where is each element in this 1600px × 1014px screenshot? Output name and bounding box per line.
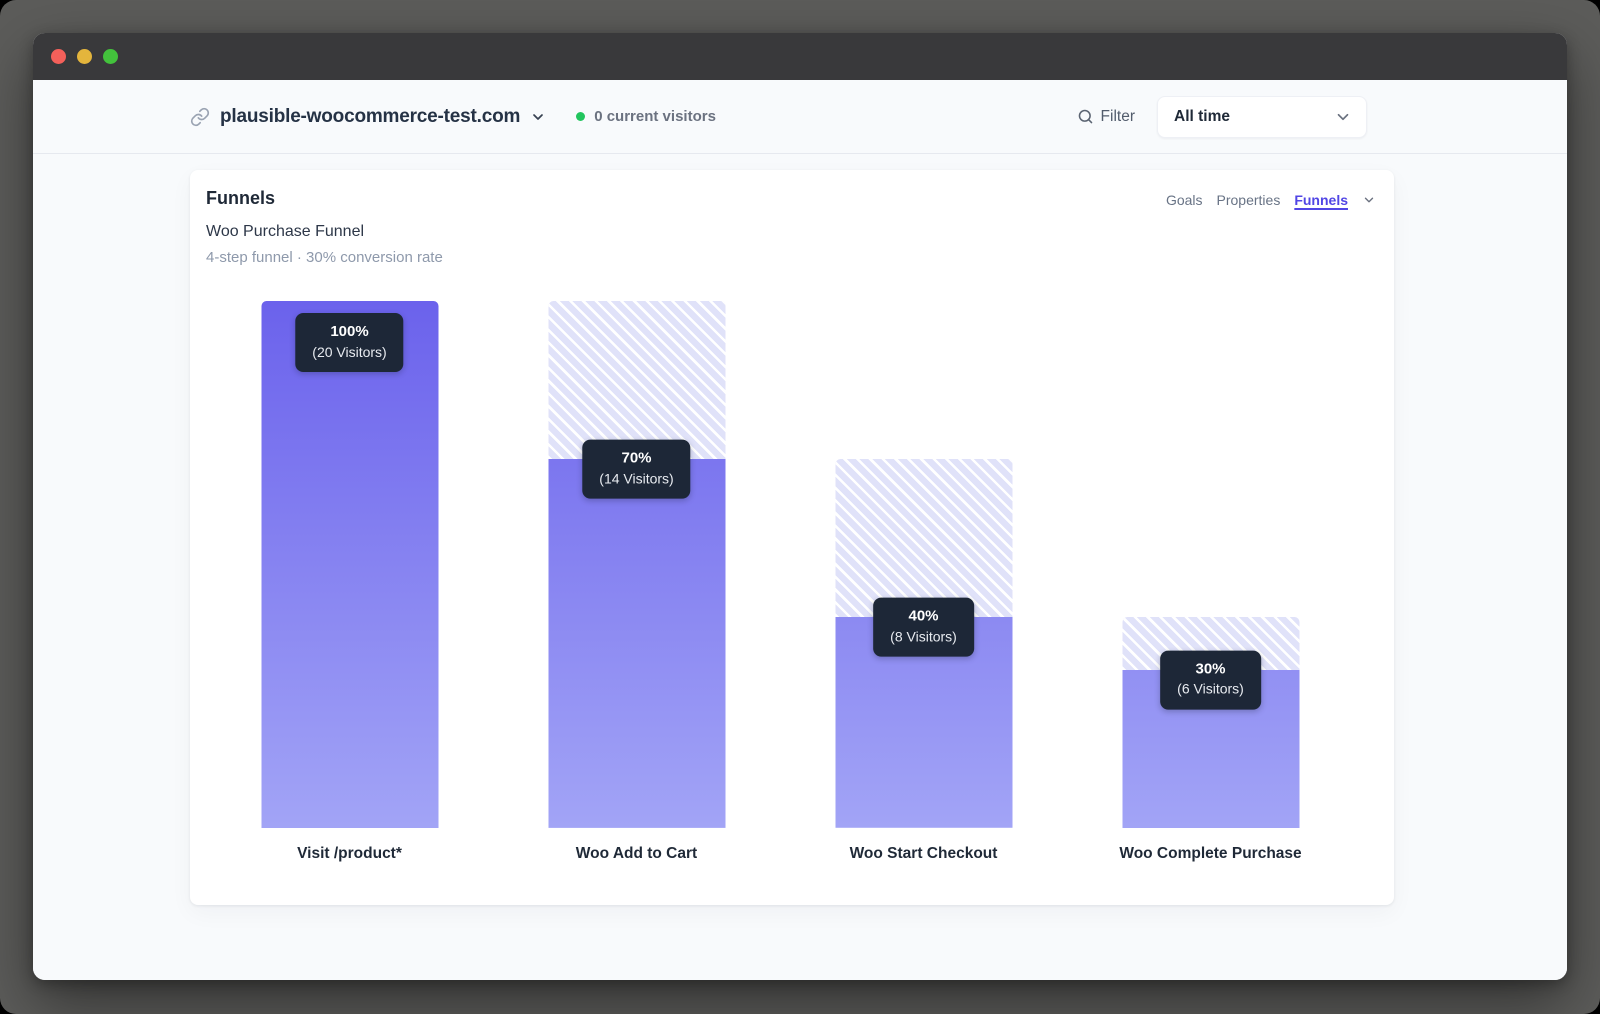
link-icon (190, 107, 210, 127)
card-title: Funnels (206, 188, 276, 208)
window-titlebar (33, 33, 1567, 80)
dashboard-content: Funnels Goals Properties Funnels Woo Purch… (33, 154, 1567, 980)
live-visitors-dot (576, 112, 586, 121)
dashboard-header: plausible-woocommerce-test.com 0 current… (33, 80, 1567, 154)
date-range-value: All time (1174, 107, 1230, 125)
funnel-bar-fill (261, 301, 438, 828)
tooltip-percent: 40% (908, 607, 939, 625)
chevron-down-icon (1334, 108, 1352, 126)
filter-button[interactable]: Filter (1077, 108, 1135, 126)
funnel-bar: 70% (14 Visitors) (548, 301, 725, 828)
tooltip-visitors: (14 Visitors) (599, 470, 674, 487)
tooltip-visitors: (8 Visitors) (890, 628, 957, 645)
funnel-tooltip: 70% (14 Visitors) (582, 439, 691, 499)
tab-properties[interactable]: Properties (1216, 192, 1281, 208)
site-name: plausible-woocommerce-test.com (220, 105, 521, 127)
funnel-meta: 4-step funnel · 30% conversion rate (206, 249, 443, 266)
current-visitors[interactable]: 0 current visitors (576, 108, 716, 125)
funnel-column: 70% (14 Visitors) (493, 301, 780, 828)
tooltip-percent: 70% (621, 449, 652, 467)
close-window-button[interactable] (51, 49, 66, 64)
current-visitors-label: 0 current visitors (594, 108, 716, 125)
funnel-step-labels: Visit /product* Woo Add to Cart Woo Start … (206, 845, 1354, 863)
browser-window: plausible-woocommerce-test.com 0 current… (33, 33, 1567, 980)
date-range-dropdown[interactable]: All time (1157, 95, 1367, 138)
funnel-bar-dropoff (1122, 617, 1299, 670)
filter-label: Filter (1100, 107, 1135, 125)
site-switcher[interactable]: plausible-woocommerce-test.com (190, 106, 546, 128)
funnel-step-label: Woo Start Checkout (849, 845, 998, 862)
funnel-tooltip: 30% (6 Visitors) (1160, 650, 1261, 710)
tooltip-percent: 30% (1195, 660, 1226, 678)
tooltip-visitors: (6 Visitors) (1177, 680, 1244, 697)
tab-funnels[interactable]: Funnels (1294, 192, 1348, 208)
tooltip-visitors: (20 Visitors) (312, 343, 387, 360)
traffic-lights (51, 49, 118, 64)
search-icon (1077, 108, 1094, 125)
funnel-name: Woo Purchase Funnel (206, 223, 365, 240)
report-tabs: Goals Properties Funnels (1166, 192, 1376, 208)
tab-goals[interactable]: Goals (1165, 192, 1203, 208)
funnel-step-label: Woo Add to Cart (575, 845, 698, 862)
chevron-down-icon (530, 109, 546, 125)
funnel-step-label: Woo Complete Purchase (1119, 845, 1302, 862)
funnel-tooltip: 40% (8 Visitors) (873, 597, 974, 657)
funnel-bar: 100% (20 Visitors) (261, 301, 438, 828)
minimize-window-button[interactable] (77, 49, 92, 64)
funnel-chart: 100% (20 Visitors) 70% (14 Visitors) 40% (8 V… (206, 301, 1354, 828)
funnel-bar-fill (548, 459, 725, 828)
funnel-column: 100% (20 Visitors) (206, 301, 493, 828)
funnel-step-label: Visit /product* (297, 845, 402, 862)
funnels-card: Funnels Goals Properties Funnels Woo Purch… (190, 170, 1394, 905)
chevron-down-icon[interactable] (1362, 193, 1376, 207)
funnel-column: 30% (6 Visitors) (1067, 301, 1354, 828)
funnel-column: 40% (8 Visitors) (780, 301, 1067, 828)
funnel-bar-dropoff (548, 301, 725, 460)
funnel-bar: 30% (6 Visitors) (1122, 617, 1299, 828)
funnel-bar: 40% (8 Visitors) (835, 459, 1012, 828)
zoom-window-button[interactable] (103, 49, 118, 64)
tooltip-percent: 100% (330, 323, 369, 340)
funnel-bar-dropoff (835, 459, 1012, 618)
funnel-tooltip: 100% (20 Visitors) (295, 313, 404, 372)
